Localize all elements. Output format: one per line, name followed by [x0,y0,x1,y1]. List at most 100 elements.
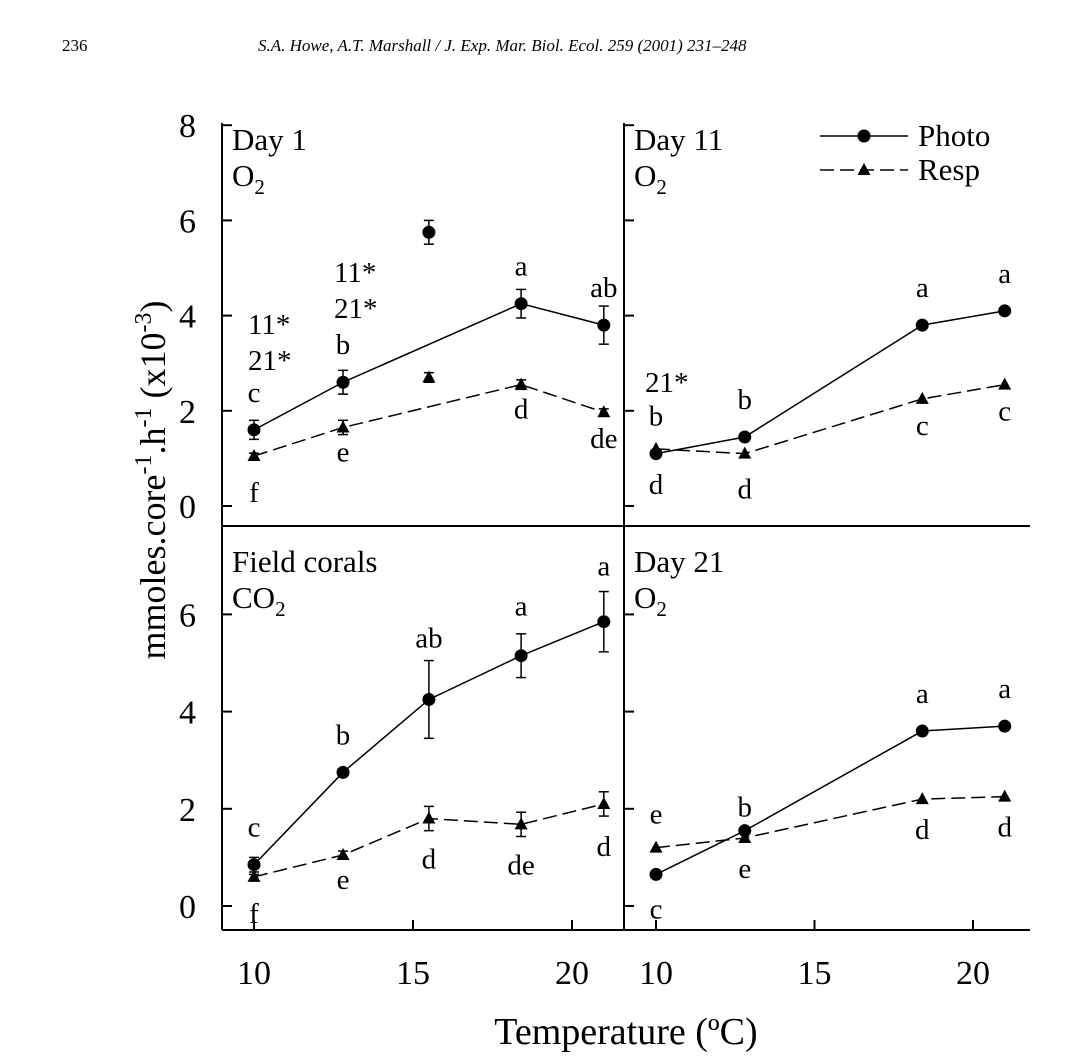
day11-resp-line [655,383,1005,455]
day1-photo-label-2: a [515,251,528,283]
y-axis-label-part-1: -1 [131,455,157,475]
day21-photo-label-3: a [998,673,1011,705]
panel-gas-day1: O2 [232,158,265,199]
day11-resp-label-1: d [738,474,753,506]
legend-resp-marker [857,163,871,175]
y-axis-label-part-4: (x10 [133,333,173,408]
day11-resp-point-2 [915,391,929,404]
day11-photo-label-2: a [916,272,929,304]
field-resp-point-0 [247,869,261,882]
day11-photo-line [655,310,1005,455]
day11-resp-label-0: d [649,469,664,501]
panel-gas-day21: O2 [634,580,667,621]
panel-gas-base-field: CO [232,580,275,615]
x-tick-label-left-10: 10 [237,955,271,992]
field-photo-point-1 [336,765,350,779]
day21-resp-line [655,795,1005,849]
panel-gas-field: CO2 [232,580,286,621]
day11-photo-label-3: a [998,258,1011,290]
y-tick-label-bottom-2: 2 [179,792,196,829]
day1-photo-label-1: b [336,329,351,361]
y-axis-label: mmoles.core-1.h-1 (x10-3) [131,301,173,660]
day21-photo-point-3 [998,719,1012,733]
field-photo-label-3: a [515,591,528,623]
y-tick-label-bottom-6: 6 [179,597,196,634]
day1-resp-point-3 [597,405,611,418]
x-tick-label-left-20: 20 [555,955,589,992]
field-resp-label-3: de [507,849,534,881]
legend-photo-label: Photo [918,118,990,153]
panel-gas-sub-day1: 2 [254,175,265,199]
day1-resp-point-2 [514,377,528,390]
panel-gas-base-day1: O [232,158,254,193]
day11-photo-label-0: b [649,401,664,433]
legend-resp-label: Resp [918,152,980,187]
day1-outlier-resp-point [422,370,436,383]
day1-photo-label-3: ab [590,272,617,304]
field-resp-point-3 [514,817,528,830]
day11-photo-point-1 [738,430,752,444]
y-axis-label-part-5: -3 [131,313,157,333]
panel-gas-sub-day21: 2 [656,597,667,621]
x-tick-label-right-10: 10 [639,955,673,992]
day21-photo-label-2: a [916,678,929,710]
panel-title-field: Field corals [232,544,378,579]
day21-photo-point-1 [738,824,752,838]
day1-photo-line [253,302,604,431]
field-photo-label-2: ab [415,622,442,654]
panel-title-day21: Day 21 [634,544,724,579]
panel-title-day1: Day 1 [232,122,307,157]
day11-photo-point-2 [915,318,929,332]
day1-resp-label-3: de [590,423,617,455]
day21-resp-point-1 [738,830,752,843]
day11-photo-label-1: b [738,384,753,416]
day21-resp-label-2: d [915,814,930,846]
day21-photo-point-0 [649,867,663,881]
y-tick-label-top-0: 0 [179,489,196,526]
field-resp-point-1 [336,847,350,860]
field-photo-point-0 [247,858,261,872]
y-axis-label-part-0: mmoles.core [133,475,173,660]
day1-photo-point-3 [597,318,611,332]
panel-title-day11: Day 11 [634,122,723,157]
day21-resp-label-1: e [738,853,751,885]
day1-annotation-2: 11* [334,257,376,289]
day1-annotation-1: 21* [248,345,292,377]
day1-resp-line [253,383,605,457]
day11-photo-point-3 [998,304,1012,318]
page-header: 236 S.A. Howe, A.T. Marshall / J. Exp. M… [0,0,1092,80]
x-tick-label-left-15: 15 [396,955,430,992]
x-tick-label-right-20: 20 [956,955,990,992]
day1-resp-point-1 [336,420,350,433]
day1-resp-label-2: d [514,394,529,426]
day11-resp-point-3 [998,377,1012,390]
y-tick-label-top-2: 2 [179,394,196,431]
y-axis-label-part-3: -1 [131,408,157,428]
field-photo-label-4: a [597,551,610,583]
day21-resp-point-0 [649,840,663,853]
panel-gas-sub-field: 2 [275,597,286,621]
day11-resp-point-1 [738,446,752,459]
y-tick-label-bottom-0: 0 [179,889,196,926]
legend-photo-marker [857,129,871,143]
day11-resp-label-3: c [998,396,1011,428]
field-resp-label-4: d [597,831,612,863]
day1-annotation-3: 21* [334,293,378,325]
day21-photo-label-0: c [650,893,663,925]
day1-resp-point-0 [247,449,261,462]
day11-resp-label-2: c [916,410,929,442]
field-photo-point-2 [422,692,436,706]
panel-gas-sub-day11: 2 [656,175,667,199]
panel-gas-day11: O2 [634,158,667,199]
field-resp-point-2 [422,811,436,824]
y-tick-label-bottom-4: 4 [179,695,196,732]
page-number: 236 [62,36,88,55]
day21-resp-point-3 [998,789,1012,802]
day11-resp-point-0 [649,441,663,454]
panel-gas-base-day21: O [634,580,656,615]
day1-photo-point-0 [247,423,261,437]
day1-outlier-photo-point [422,225,436,239]
day21-photo-label-1: b [738,792,753,824]
day1-photo-point-2 [514,297,528,311]
